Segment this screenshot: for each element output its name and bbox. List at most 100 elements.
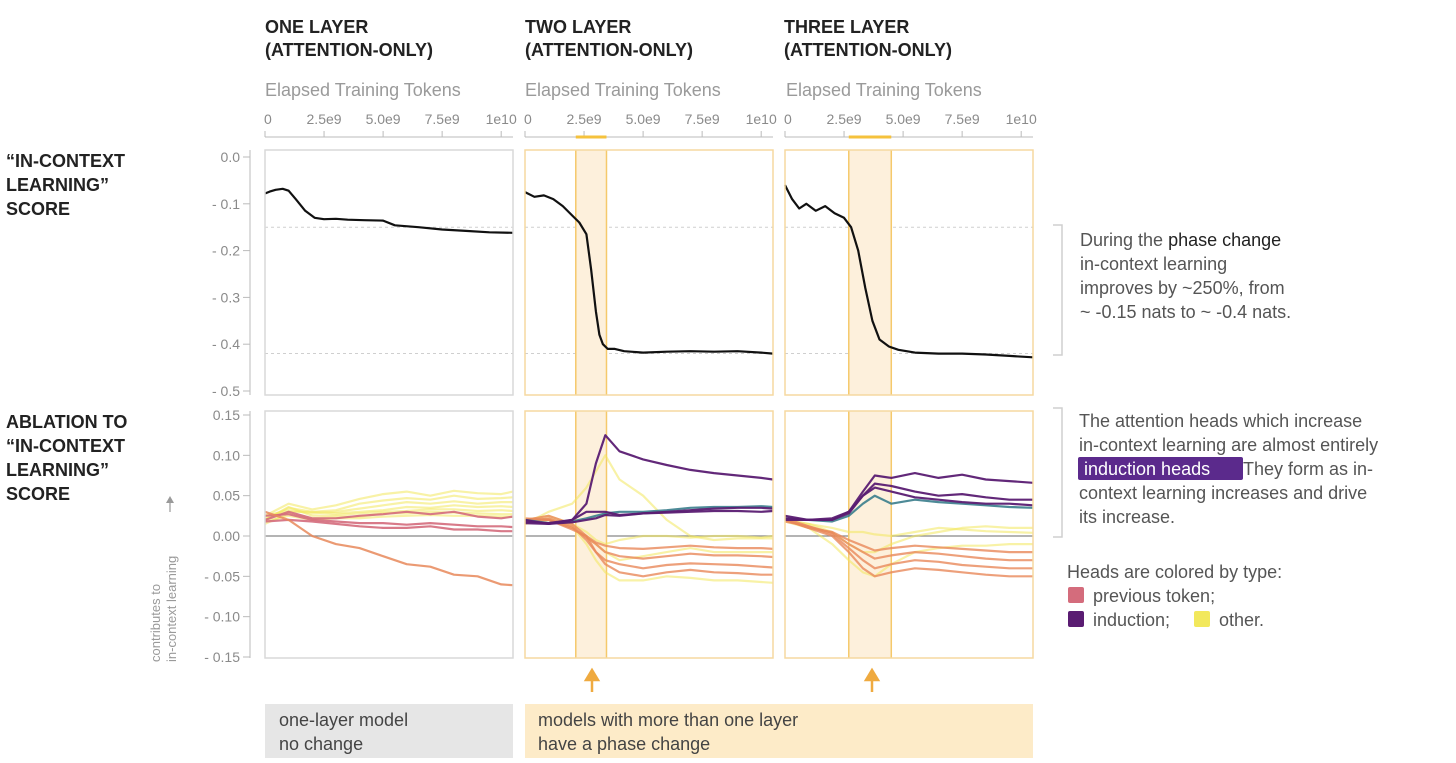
ablation-y-axis-label: contributes to in-context learning xyxy=(148,496,179,662)
head-ablation-line-orange xyxy=(524,517,774,550)
row-labels: “IN-CONTEXT LEARNING” SCORE ABLATION TO … xyxy=(6,151,127,504)
icl-y-tick-label: 0.0 xyxy=(221,149,241,165)
x-tick-label: 7.5e9 xyxy=(425,111,460,127)
x-tick-label: 2.5e9 xyxy=(307,111,342,127)
icl-row-label-1: “IN-CONTEXT xyxy=(6,151,125,171)
x-tick-label: 2.5e9 xyxy=(567,111,602,127)
footer-multi-layer-line1: models with more than one layer xyxy=(538,710,798,730)
induction-highlight-bg xyxy=(1078,457,1243,480)
panel-frames xyxy=(264,149,1034,659)
icl-row-label-2: LEARNING” xyxy=(6,175,109,195)
head-ablation-line-orange xyxy=(784,517,1033,570)
data-lines xyxy=(264,184,1034,587)
head-ablation-line-other xyxy=(264,504,514,520)
col-title-2-line2: (ATTENTION-ONLY) xyxy=(525,40,693,60)
icl-y-tick-label: - 0.5 xyxy=(212,383,240,399)
induction-line3-rest: They form as in- xyxy=(1243,459,1373,479)
ablation-y-tick-label: - 0.05 xyxy=(204,568,240,584)
ablation-row-label-4: SCORE xyxy=(6,484,70,504)
legend-swatch-previous-token xyxy=(1068,587,1084,603)
head-ablation-line-previous-token xyxy=(264,518,513,533)
ablation-ylabel-line1: contributes to xyxy=(148,584,163,662)
col-title-3-line1: THREE LAYER xyxy=(784,17,909,37)
icl-y-tick-label: - 0.3 xyxy=(212,289,240,305)
phase-change-prefix: During the phase change xyxy=(1080,230,1281,250)
head-ablation-line-orange xyxy=(784,518,1033,578)
icl-y-tick-label: - 0.4 xyxy=(212,336,240,352)
icl-panel-frame xyxy=(784,149,1034,396)
ablation-panel-frame xyxy=(524,410,774,659)
footer: one-layer model no change models with mo… xyxy=(265,667,1033,758)
induction-line2: in-context learning are almost entirely xyxy=(1079,435,1378,455)
x-axis-label-2: Elapsed Training Tokens xyxy=(525,80,721,100)
phase-arrow-three-layer xyxy=(863,667,881,692)
x-tick-label: 1e10 xyxy=(746,111,777,127)
icl-score-line xyxy=(784,184,1034,359)
footer-one-layer-line1: one-layer model xyxy=(279,710,408,730)
legend-title: Heads are colored by type: xyxy=(1067,562,1282,582)
col-title-3-line2: (ATTENTION-ONLY) xyxy=(784,40,952,60)
x-tick-label: 0 xyxy=(264,111,272,127)
legend-label-previous-token: previous token; xyxy=(1093,586,1215,606)
x-tick-label: 5.0e9 xyxy=(886,111,921,127)
ablation-y-tick-label: - 0.10 xyxy=(204,609,240,625)
induction-highlight-text: induction heads xyxy=(1084,459,1210,479)
ablation-row-label-1: ABLATION TO xyxy=(6,412,127,432)
x-tick-label: 1e10 xyxy=(1006,111,1037,127)
x-tick-label: 5.0e9 xyxy=(366,111,401,127)
x-axis-label-3: Elapsed Training Tokens xyxy=(786,80,982,100)
head-ablation-line-induction xyxy=(524,509,774,525)
legend-label-other: other. xyxy=(1219,610,1264,630)
ablation-y-tick-label: 0.15 xyxy=(213,407,240,423)
head-ablation-line-induction-teal xyxy=(784,494,1034,523)
icl-panel-frame xyxy=(524,149,774,396)
ablation-y-tick-label: 0.05 xyxy=(213,488,240,504)
annotations: During the phase change in-context learn… xyxy=(1053,224,1378,630)
footer-one-layer-line2: no change xyxy=(279,734,363,754)
column-headers: ONE LAYER (ATTENTION-ONLY) TWO LAYER (AT… xyxy=(265,17,982,100)
head-ablation-line-other xyxy=(264,489,514,517)
ablation-ylabel-arrow-head xyxy=(166,496,174,503)
x-tick-label: 2.5e9 xyxy=(827,111,862,127)
icl-y-tick-label: - 0.2 xyxy=(212,243,240,259)
head-ablation-line-induction xyxy=(524,434,774,525)
bracket-induction xyxy=(1053,407,1063,538)
phase-change-band xyxy=(848,150,892,395)
phase-change-highlight: phase change xyxy=(1168,230,1281,250)
induction-line5: its increase. xyxy=(1079,507,1175,527)
footer-one-layer-box xyxy=(265,704,513,758)
icl-row-label-3: SCORE xyxy=(6,199,70,219)
legend-swatch-induction xyxy=(1068,611,1084,627)
x-tick-label: 1e10 xyxy=(486,111,517,127)
x-tick-label: 5.0e9 xyxy=(626,111,661,127)
ablation-y-tick-label: - 0.15 xyxy=(204,649,240,665)
head-ablation-line-orange xyxy=(784,518,1033,554)
head-ablation-line-previous-token-orange xyxy=(264,510,514,587)
ablation-row-label-2: “IN-CONTEXT xyxy=(6,436,125,456)
phase-change-line3: improves by ~250%, from xyxy=(1080,278,1285,298)
head-ablation-line-other xyxy=(264,505,514,521)
icl-y-tick-label: - 0.1 xyxy=(212,196,240,212)
bracket-phase-change xyxy=(1053,224,1063,356)
ablation-y-tick-label: 0.00 xyxy=(213,528,240,544)
induction-line4: context learning increases and drive xyxy=(1079,483,1367,503)
x-tick-label: 0 xyxy=(784,111,792,127)
head-ablation-line-other xyxy=(784,518,1034,538)
grid xyxy=(265,226,1033,537)
ablation-panel-frame xyxy=(784,410,1034,659)
col-title-1-line2: (ATTENTION-ONLY) xyxy=(265,40,433,60)
x-tick-label: 0 xyxy=(524,111,532,127)
legend-swatch-other xyxy=(1194,611,1210,627)
phase-change-line4: ~ -0.15 nats to ~ -0.4 nats. xyxy=(1080,302,1291,322)
head-ablation-line-induction xyxy=(784,486,1034,521)
phase-change-line2: in-context learning xyxy=(1080,254,1227,274)
axes: 0 0 0 2.5e9 2.5e9 2.5e9 5.0e9 5.0e9 5.0e9 7.5e9 7.… xyxy=(204,111,1037,665)
head-ablation-line-orange xyxy=(524,514,773,578)
induction-line1: The attention heads which increase xyxy=(1079,411,1362,431)
x-tick-label: 7.5e9 xyxy=(945,111,980,127)
icl-score-line xyxy=(264,187,514,234)
ablation-panel-frame xyxy=(264,410,514,659)
head-ablation-line-previous-token xyxy=(264,510,514,521)
head-ablation-line-induction xyxy=(785,482,1033,521)
